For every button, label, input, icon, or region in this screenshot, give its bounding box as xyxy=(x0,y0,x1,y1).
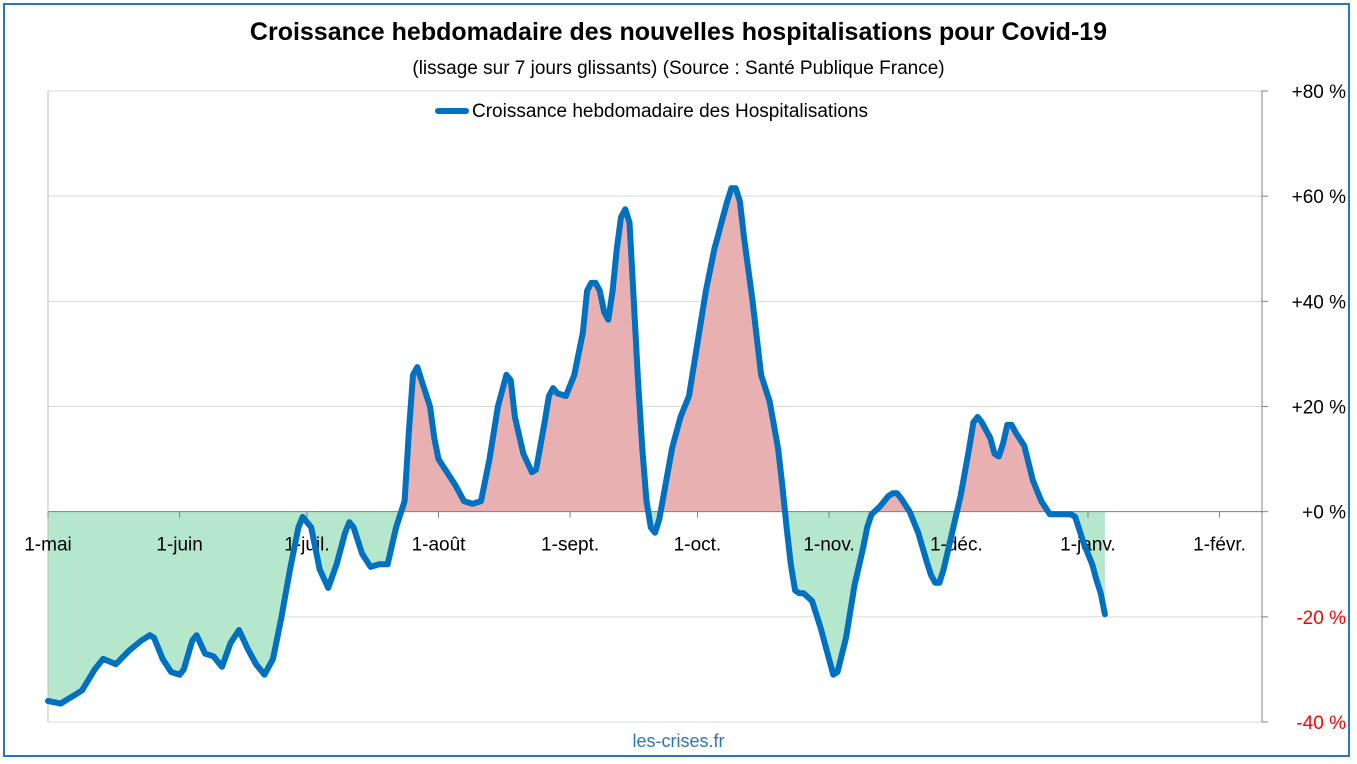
chart-title: Croissance hebdomadaire des nouvelles ho… xyxy=(249,18,1108,46)
y-tick-label: +0 % xyxy=(1302,503,1346,524)
y-tick-label: -20 % xyxy=(1296,608,1346,629)
x-tick-label: 1-sept. xyxy=(541,535,599,556)
legend: Croissance hebdomadaire des Hospitalisat… xyxy=(435,101,868,122)
y-tick-label: +20 % xyxy=(1292,398,1347,419)
area-positive xyxy=(401,188,1049,512)
x-tick-label: 1-juin xyxy=(156,535,202,556)
x-tick-label: 1-déc. xyxy=(930,535,983,556)
x-tick-label: 1-févr. xyxy=(1193,535,1246,556)
y-tick-label: +60 % xyxy=(1292,187,1347,208)
x-tick-label: 1-août xyxy=(412,535,467,556)
x-tick-label: 1-mai xyxy=(24,535,72,556)
legend-label: Croissance hebdomadaire des Hospitalisat… xyxy=(472,101,868,122)
x-tick-label: 1-janv. xyxy=(1060,535,1116,556)
x-tick-label: 1-oct. xyxy=(674,535,722,556)
y-tick-label: -40 % xyxy=(1296,713,1346,734)
y-tick-label: +40 % xyxy=(1292,292,1347,313)
source-credit: les-crises.fr xyxy=(632,731,725,751)
series-line xyxy=(45,185,1108,707)
chart-subtitle: (lissage sur 7 jours glissants) (Source … xyxy=(412,58,945,79)
y-tick-label: +80 % xyxy=(1292,82,1347,103)
x-tick-label: 1-nov. xyxy=(803,535,854,556)
